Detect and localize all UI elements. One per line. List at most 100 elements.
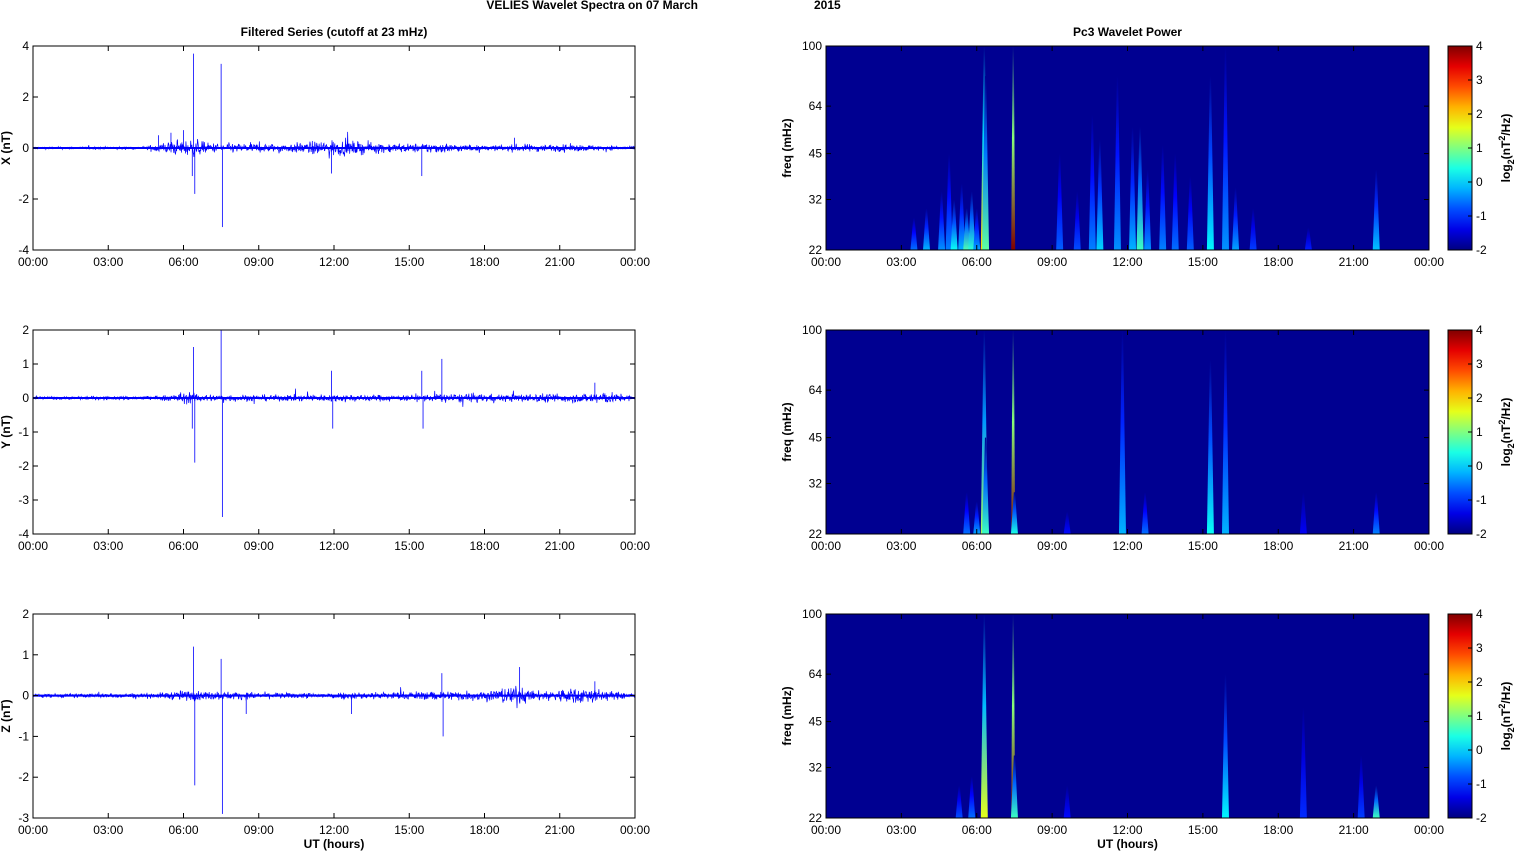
heatmap-background <box>826 614 1429 818</box>
x-tick-label: 18:00 <box>1263 539 1293 553</box>
wavelet-burst <box>1088 114 1096 250</box>
wavelet-burst <box>1221 330 1229 534</box>
wavelet-burst <box>1372 785 1380 818</box>
wavelet-burst <box>1011 330 1016 534</box>
wavelet-burst <box>1096 139 1104 250</box>
wavelet-burst <box>1136 126 1144 250</box>
colorbar-tick-label: 0 <box>1476 175 1483 189</box>
colorbar-tick-label: -2 <box>1476 527 1487 541</box>
wavelet-burst <box>938 191 946 250</box>
y-tick-label: 32 <box>809 761 823 775</box>
y-tick-label: 64 <box>809 667 823 681</box>
x-tick-label: 21:00 <box>545 539 575 553</box>
x-tick-label: 15:00 <box>394 823 424 837</box>
colorbar-label-text: log <box>1499 732 1513 750</box>
wavelet-burst <box>923 208 930 250</box>
wavelet-burst <box>1129 126 1137 250</box>
wavelet-burst <box>1144 169 1152 250</box>
wavelet-burst <box>1063 785 1071 818</box>
x-tick-label: 06:00 <box>168 823 198 837</box>
colorbar-label-sub: 2 <box>1506 727 1515 732</box>
colorbar-tick-label: 1 <box>1476 425 1483 439</box>
colorbar-label-text: log <box>1499 164 1513 182</box>
x-tick-label: 09:00 <box>1037 823 1067 837</box>
x-tick-label: 12:00 <box>1112 539 1142 553</box>
wavelet-burst <box>1299 492 1307 534</box>
colorbar-label-text: log <box>1499 448 1513 466</box>
wavelet-burst <box>968 191 976 250</box>
wavelet-burst <box>1063 511 1071 534</box>
colorbar-tick-label: -2 <box>1476 243 1487 257</box>
y-tick-label: 100 <box>802 323 822 337</box>
y-tick-label: -3 <box>18 811 29 825</box>
colorbar-tick-label: 2 <box>1476 391 1483 405</box>
wavelet-burst <box>1206 76 1214 250</box>
heatmap-background <box>826 46 1429 250</box>
y-tick-label: -2 <box>18 192 29 206</box>
wavelet-burst <box>955 785 963 818</box>
x-tick-label: 00:00 <box>620 255 650 269</box>
wavelet-burst <box>963 492 971 534</box>
x-tick-label: 15:00 <box>394 255 424 269</box>
y-tick-label: -1 <box>18 729 29 743</box>
x-tick-label: 00:00 <box>811 539 841 553</box>
y-tick-label: 22 <box>809 527 823 541</box>
y-tick-label: 2 <box>22 323 29 337</box>
x-tick-label: 18:00 <box>469 539 499 553</box>
x-tick-label: 15:00 <box>1188 823 1218 837</box>
x-tick-label: 09:00 <box>244 823 274 837</box>
x-tick-label: 00:00 <box>18 823 48 837</box>
x-axis-label: UT (hours) <box>304 837 365 851</box>
plot-area <box>33 330 635 534</box>
x-tick-label: 03:00 <box>886 539 916 553</box>
colorbar-tick-label: 1 <box>1476 709 1483 723</box>
y-tick-label: -3 <box>18 493 29 507</box>
y-tick-label: 22 <box>809 811 823 825</box>
colorbar-tick-label: 4 <box>1476 607 1483 621</box>
colorbar-label-sub: 2 <box>1506 443 1515 448</box>
x-tick-label: 00:00 <box>1414 823 1444 837</box>
wavelet-burst <box>1010 492 1018 534</box>
x-tick-label: 03:00 <box>93 539 123 553</box>
x-tick-label: 21:00 <box>545 823 575 837</box>
colorbar-label-sup: 2 <box>1497 136 1507 141</box>
y-tick-label: 45 <box>809 715 823 729</box>
colorbar-label-text: /Hz) <box>1499 398 1513 420</box>
colorbar-tick-label: 0 <box>1476 743 1483 757</box>
y-tick-label: 64 <box>809 383 823 397</box>
wavelet-burst <box>1372 169 1380 250</box>
y-tick-label: 22 <box>809 243 823 257</box>
wavelet-burst <box>982 76 990 250</box>
wavelet-burst <box>910 217 918 250</box>
wavelet-burst <box>958 183 966 250</box>
colorbar-label-text: (nT <box>1499 140 1513 159</box>
colorbar-label-sup: 2 <box>1497 704 1507 709</box>
x-tick-label: 18:00 <box>1263 823 1293 837</box>
x-tick-label: 12:00 <box>319 823 349 837</box>
colorbar-tick-label: -1 <box>1476 777 1487 791</box>
wavelet-burst <box>1010 755 1018 818</box>
wavelet-burst <box>1221 674 1229 818</box>
x-tick-label: 00:00 <box>811 823 841 837</box>
x-tick-label: 21:00 <box>1339 539 1369 553</box>
x-tick-label: 00:00 <box>620 539 650 553</box>
x-tick-label: 03:00 <box>886 255 916 269</box>
colorbar-tick-label: 3 <box>1476 357 1483 371</box>
wavelet-burst <box>1011 46 1016 250</box>
wavelet-burst <box>1232 187 1240 250</box>
y-tick-label: 0 <box>22 391 29 405</box>
colorbar-label-text: (nT <box>1499 424 1513 443</box>
colorbar-label: log2(nT2/Hz) <box>1497 398 1515 467</box>
wavelet-burst <box>950 199 958 250</box>
x-tick-label: 09:00 <box>1037 255 1067 269</box>
colorbar-label-text: /Hz) <box>1499 682 1513 704</box>
wavelet-burst <box>1372 492 1380 534</box>
x-tick-label: 06:00 <box>168 539 198 553</box>
x-tick-label: 06:00 <box>962 823 992 837</box>
x-tick-label: 09:00 <box>1037 539 1067 553</box>
colorbar-tick-label: -1 <box>1476 493 1487 507</box>
